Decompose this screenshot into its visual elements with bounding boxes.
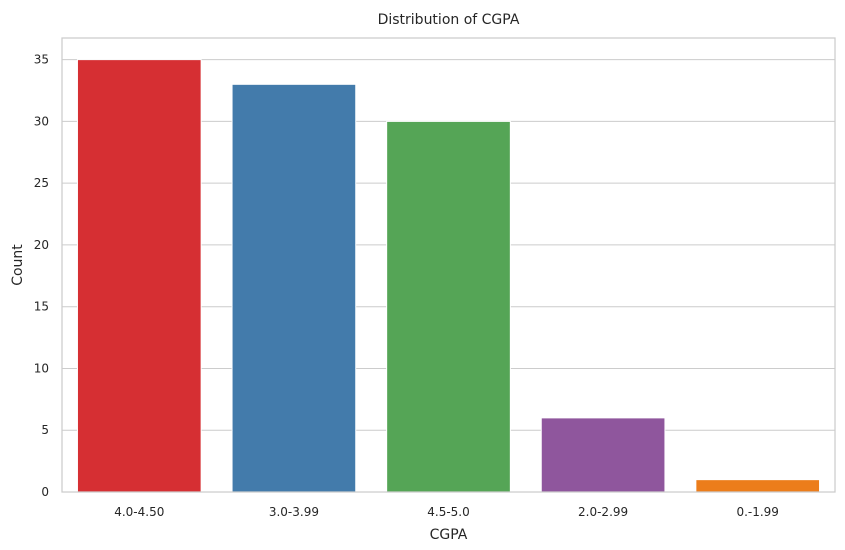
y-tick-label: 20 [34,238,49,252]
x-axis-label: CGPA [430,527,468,543]
plot-frame [61,37,836,493]
bar-4.0-4.50 [76,59,202,493]
x-tick-label: 4.5-5.0 [427,505,470,519]
x-tick-label: 3.0-3.99 [269,505,319,519]
x-tick-label: 2.0-2.99 [578,505,628,519]
x-tick-labels: 4.0-4.50 3.0-3.99 4.5-5.0 2.0-2.99 0.-1.99 [114,505,779,519]
x-tick-label: 0.-1.99 [736,505,779,519]
y-tick-label: 0 [41,485,49,499]
y-tick-label: 35 [34,53,49,67]
bar-3.0-3.99 [231,83,357,493]
bars [76,59,821,493]
x-tick-label: 4.0-4.50 [114,505,164,519]
chart-title: Distribution of CGPA [378,12,520,28]
y-tick-label: 30 [34,114,49,128]
bar-0.-1.99 [695,479,821,493]
y-tick-label: 5 [41,423,49,437]
y-tick-label: 15 [34,300,49,314]
y-tick-labels: 0 5 10 15 20 25 30 35 [34,53,49,499]
y-axis-label: Count [10,244,26,286]
y-tick-label: 25 [34,176,49,190]
bar-2.0-2.99 [540,417,666,493]
y-tick-label: 10 [34,361,49,375]
bar-4.5-5.0 [386,120,511,493]
